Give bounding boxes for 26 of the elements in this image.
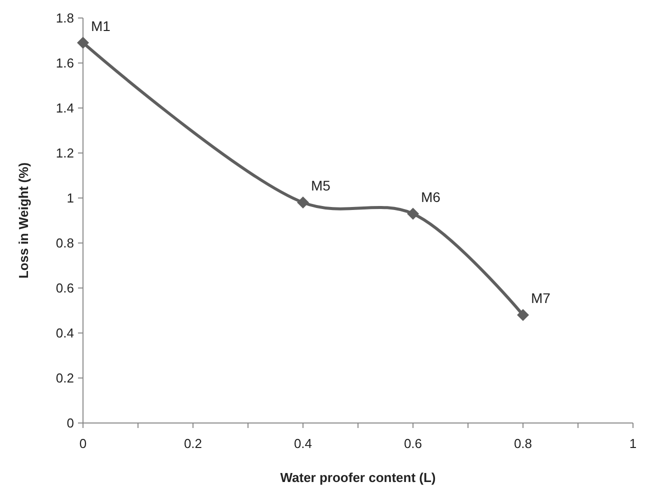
point bbox=[407, 208, 419, 220]
y-tick-label: 0.6 bbox=[56, 280, 74, 296]
y-axis-title: Loss in Weight (%) bbox=[16, 162, 31, 279]
annotation: M5 bbox=[311, 178, 331, 194]
point bbox=[297, 196, 309, 208]
x-tick-label: 0.6 bbox=[404, 436, 422, 451]
x-tick-label: 0.8 bbox=[514, 436, 532, 451]
annotation: M7 bbox=[531, 290, 551, 306]
x-axis-title: Water proofer content (L) bbox=[280, 470, 436, 485]
y-tick-label: 1.4 bbox=[56, 100, 74, 116]
point bbox=[77, 36, 89, 49]
y-tick-label: 0.2 bbox=[56, 370, 74, 386]
y-tick-label: 1 bbox=[66, 190, 74, 206]
y-tick-label: 0.4 bbox=[56, 326, 74, 341]
y-tick-label: 0.8 bbox=[56, 236, 74, 251]
y-tick-label: 1.8 bbox=[56, 10, 74, 26]
x-tick-label: 1 bbox=[629, 436, 637, 451]
x-tick-label: 0.2 bbox=[184, 436, 202, 451]
y-tick-label: 1.6 bbox=[56, 56, 74, 71]
x-tick-label: 0.4 bbox=[294, 436, 312, 451]
annotation: M1 bbox=[91, 18, 111, 34]
y-tick-label: 1.2 bbox=[56, 146, 74, 161]
annotation: M6 bbox=[421, 188, 441, 205]
x-tick-label: 0 bbox=[79, 436, 87, 451]
y-tick-label: 0 bbox=[66, 416, 74, 431]
point bbox=[517, 309, 529, 321]
